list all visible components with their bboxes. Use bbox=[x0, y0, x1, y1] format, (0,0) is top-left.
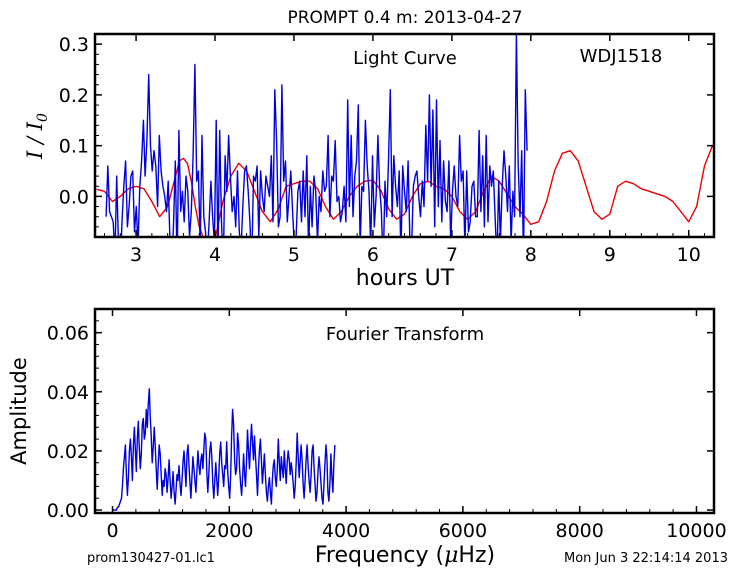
x-label-mu: μ bbox=[444, 543, 458, 568]
fourier-y-axis-label: Amplitude bbox=[7, 357, 31, 465]
light-curve-panel: 3 4 5 6 7 8 9 10 0.0 0.1 0.2 0.3 Light Curve WDJ151… bbox=[23, 32, 716, 291]
light-curve-y-axis-label: I / I0 bbox=[23, 113, 51, 160]
fourier-frame bbox=[93, 307, 716, 515]
fourier-amplitude-line bbox=[112, 388, 336, 511]
x-tick-label: 6 bbox=[367, 244, 379, 266]
x-tick-label: 4000 bbox=[322, 520, 370, 542]
footer-filename: prom130427-01.lc1 bbox=[87, 551, 215, 566]
y-tick-label: 0.02 bbox=[47, 441, 89, 463]
y-tick-label: 0.06 bbox=[47, 323, 89, 345]
x-tick-label: 8000 bbox=[556, 520, 604, 542]
y-label-sub: 0 bbox=[35, 113, 51, 122]
fourier-ticks: 0 2000 4000 6000 8000 10000 0.00 0.02 0.04 0.06 bbox=[47, 309, 727, 542]
y-tick-label: 0.0 bbox=[59, 186, 89, 208]
light-curve-line bbox=[105, 34, 528, 237]
x-tick-label: 8 bbox=[525, 244, 537, 266]
y-tick-label: 0.04 bbox=[47, 382, 89, 404]
fourier-panel: 0 2000 4000 6000 8000 10000 0.00 0.02 0.04 0.06 F… bbox=[7, 307, 727, 568]
x-tick-label: 6000 bbox=[439, 520, 487, 542]
figure-title: PROMPT 0.4 m: 2013-04-27 bbox=[287, 8, 522, 28]
y-label-base: I / I bbox=[23, 121, 47, 160]
light-curve-ticks: 3 4 5 6 7 8 9 10 0.0 0.1 0.2 0.3 bbox=[59, 33, 714, 266]
x-tick-label: 3 bbox=[130, 244, 142, 266]
data-series-line bbox=[105, 34, 528, 237]
amplitude-series-line bbox=[112, 388, 336, 511]
light-curve-annotation: Light Curve bbox=[353, 48, 457, 69]
x-tick-label: 0 bbox=[106, 520, 118, 542]
fourier-x-axis-label: Frequency (μHz) bbox=[315, 543, 495, 568]
x-tick-label: 4 bbox=[209, 244, 221, 266]
fourier-annotation: Fourier Transform bbox=[326, 324, 484, 345]
x-label-base: Frequency ( bbox=[315, 543, 444, 568]
target-name: WDJ1518 bbox=[580, 46, 663, 67]
x-tick-label: 10000 bbox=[666, 520, 726, 542]
x-label-end: Hz) bbox=[458, 543, 495, 568]
y-tick-label: 0.1 bbox=[59, 136, 89, 158]
footer-timestamp: Mon Jun 3 22:14:14 2013 bbox=[564, 551, 728, 566]
y-tick-label: 0.2 bbox=[59, 85, 89, 107]
x-tick-label: 10 bbox=[677, 244, 701, 266]
y-tick-label: 0.00 bbox=[47, 500, 89, 522]
x-tick-label: 2000 bbox=[205, 520, 253, 542]
light-curve-x-axis-label: hours UT bbox=[356, 266, 455, 291]
x-tick-label: 9 bbox=[604, 244, 616, 266]
y-tick-label: 0.3 bbox=[59, 34, 89, 56]
x-tick-label: 5 bbox=[288, 244, 300, 266]
x-tick-label: 7 bbox=[446, 244, 458, 266]
